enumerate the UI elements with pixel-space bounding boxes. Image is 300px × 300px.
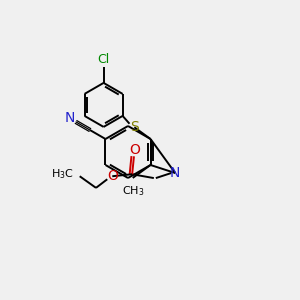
Text: Cl: Cl: [98, 53, 110, 66]
Text: H$_3$C: H$_3$C: [51, 167, 74, 181]
Text: N: N: [170, 166, 180, 180]
Text: S: S: [130, 120, 139, 134]
Text: O: O: [129, 143, 140, 158]
Text: CH$_3$: CH$_3$: [122, 184, 145, 198]
Text: O: O: [107, 169, 118, 183]
Text: N: N: [65, 112, 75, 125]
